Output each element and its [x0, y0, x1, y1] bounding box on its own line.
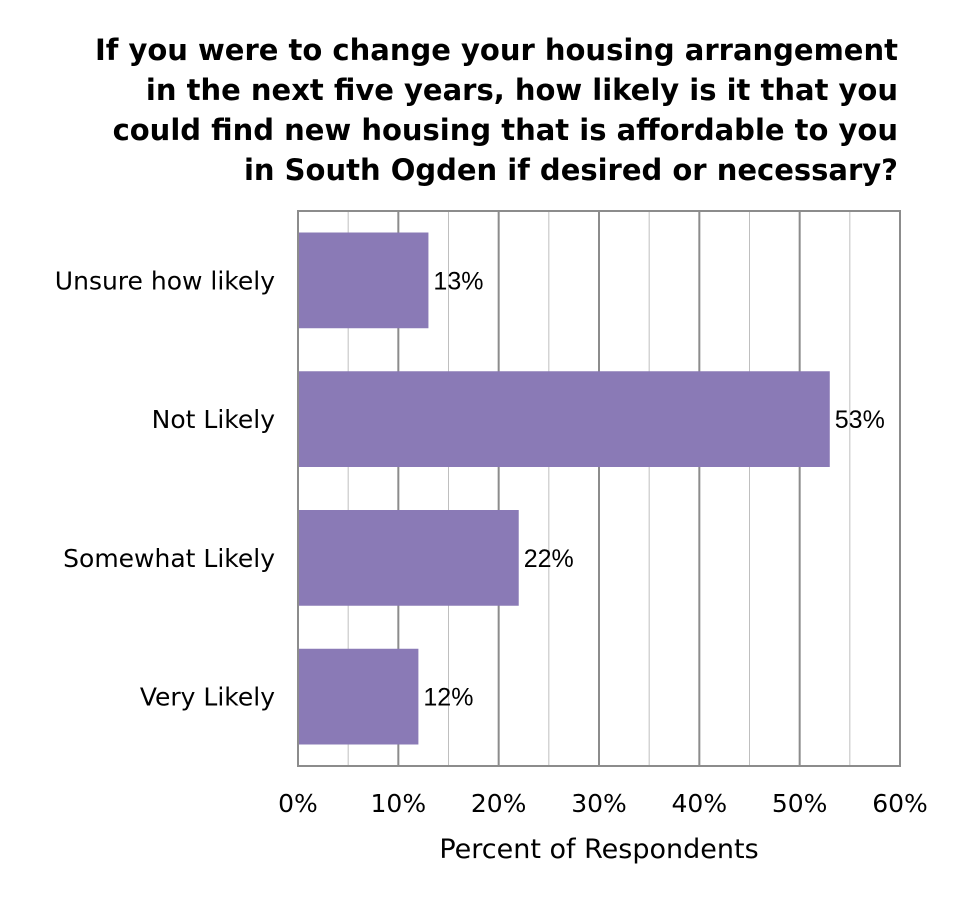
x-tick-label: 50%	[772, 789, 828, 818]
x-tick-label: 0%	[278, 789, 318, 818]
labels: Unsure how likely 13% Not Likely 53% Somewha…	[55, 266, 928, 818]
plot-border	[297, 210, 901, 767]
x-tick-label: 10%	[371, 789, 427, 818]
x-tick-label: 20%	[471, 789, 527, 818]
bar-unsure-how-likely	[298, 232, 429, 329]
bar-not-likely	[298, 371, 830, 467]
data-label: 12%	[423, 684, 473, 712]
x-tick-label: 30%	[571, 789, 627, 818]
bar-very-likely	[298, 648, 419, 745]
bars	[298, 232, 830, 745]
bar-somewhat-likely	[298, 510, 519, 606]
chart-title: If you were to change your housing arran…	[78, 30, 898, 190]
data-label: 13%	[433, 267, 483, 295]
title-line: could find new housing that is affordabl…	[112, 113, 898, 147]
category-label: Unsure how likely	[55, 266, 275, 295]
category-label: Somewhat Likely	[63, 544, 275, 573]
title-line: in South Ogden if desired or necessary?	[243, 153, 898, 187]
data-label: 22%	[524, 545, 574, 573]
title-line: If you were to change your housing arran…	[94, 33, 898, 67]
category-label: Not Likely	[152, 405, 276, 434]
plot-frame	[297, 210, 901, 767]
category-label: Very Likely	[140, 683, 275, 712]
data-label: 53%	[835, 406, 885, 434]
x-axis-title: Percent of Respondents	[439, 834, 758, 865]
title-line: in the next five years, how likely is it…	[145, 73, 898, 107]
x-tick-label: 60%	[872, 789, 928, 818]
x-tick-label: 40%	[672, 789, 728, 818]
